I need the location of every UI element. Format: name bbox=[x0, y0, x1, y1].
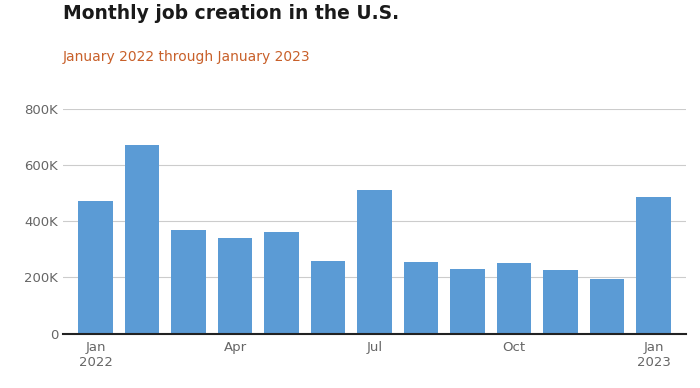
Text: January 2022 through January 2023: January 2022 through January 2023 bbox=[63, 50, 311, 64]
Bar bbox=[264, 232, 299, 334]
Bar bbox=[589, 279, 624, 334]
Bar bbox=[311, 261, 345, 334]
Bar bbox=[218, 238, 253, 334]
Bar bbox=[125, 145, 160, 334]
Bar bbox=[404, 262, 438, 334]
Bar bbox=[636, 197, 671, 334]
Bar bbox=[450, 269, 485, 334]
Bar bbox=[78, 201, 113, 334]
Bar bbox=[357, 190, 392, 334]
Text: Monthly job creation in the U.S.: Monthly job creation in the U.S. bbox=[63, 4, 399, 23]
Bar bbox=[171, 230, 206, 334]
Bar bbox=[543, 270, 578, 334]
Bar bbox=[496, 263, 531, 334]
